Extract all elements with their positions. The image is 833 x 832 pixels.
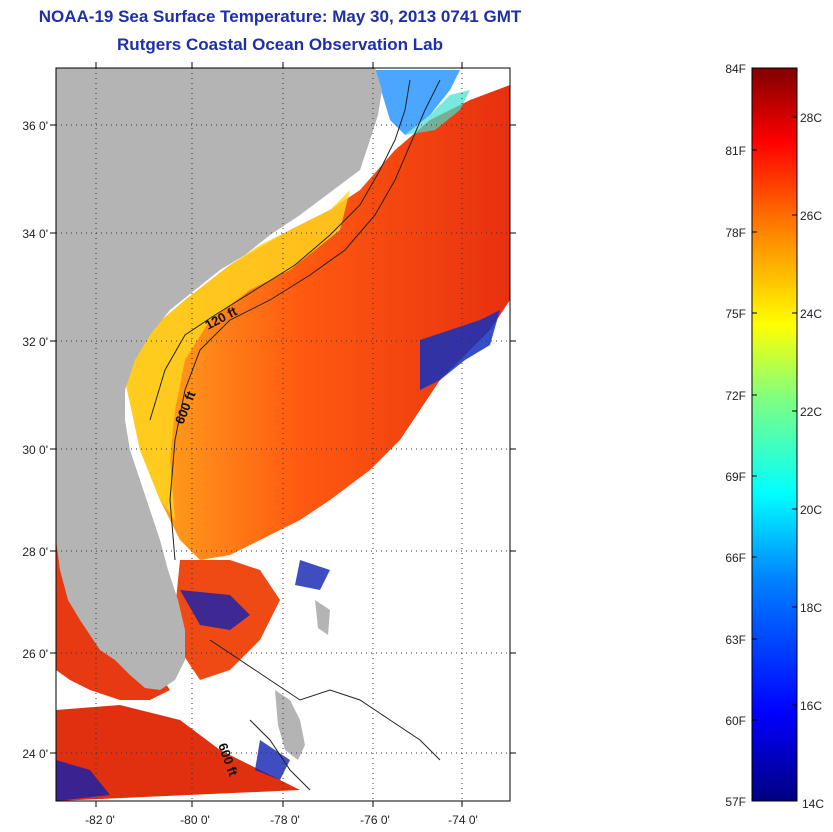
lon-label-82: -82 0' [85, 813, 115, 827]
lat-label-28: 28 0' [22, 545, 48, 559]
lat-label-24: 24 0' [22, 747, 48, 761]
land-mainland [56, 68, 382, 690]
lat-label-30: 30 0' [22, 443, 48, 457]
lon-label-80: -80 0' [180, 813, 210, 827]
lon-axis [95, 62, 463, 807]
colorbar-f-label: 63F [725, 633, 746, 647]
colorbar-c-label: 14C [802, 797, 824, 811]
lat-label-34: 34 0' [22, 227, 48, 241]
colorbar-c-label: 28C [800, 111, 822, 125]
lat-label-36: 36 0' [22, 119, 48, 133]
cold-patches [56, 560, 330, 801]
lon-label-78: -78 0' [270, 813, 300, 827]
colorbar-f-ticks [752, 149, 757, 721]
lon-label-74: -74 0' [448, 813, 478, 827]
warm-ocean-region [125, 85, 510, 560]
colorbar-f-label: 72F [725, 389, 746, 403]
colorbar-c-label: 16C [800, 699, 822, 713]
colorbar-c-label: 20C [800, 503, 822, 517]
contour-120ft [149, 79, 411, 421]
colorbar-c-label: 18C [800, 601, 822, 615]
colorbar-f-label: 60F [725, 714, 746, 728]
cool-water-north [375, 70, 460, 135]
map-panel [56, 68, 510, 801]
lat-lon-grid [56, 68, 510, 801]
colorbar-f-label: 84F [725, 62, 746, 76]
lat-label-32: 32 0' [22, 335, 48, 349]
map-subtitle: Rutgers Coastal Ocean Observation Lab [117, 35, 443, 54]
colorbar-f-label: 75F [725, 307, 746, 321]
colorbar-f-label: 69F [725, 470, 746, 484]
colorbar-f-label: 57F [725, 795, 746, 809]
colorbar-c-ticks [792, 116, 797, 706]
colorbar-f-label: 66F [725, 551, 746, 565]
colorbar-f-label: 81F [725, 144, 746, 158]
map-title: NOAA-19 Sea Surface Temperature: May 30,… [38, 7, 522, 26]
cool-water-east [420, 310, 500, 390]
contour-bahamas [209, 639, 441, 791]
cool-water-north-edge [405, 90, 470, 135]
lat-label-26: 26 0' [22, 647, 48, 661]
colorbar-c-label: 26C [800, 209, 822, 223]
nearshore-band [125, 190, 350, 520]
colorbar-f-label: 78F [725, 226, 746, 240]
southern-strait-warm [56, 705, 300, 801]
contour-600ft [169, 79, 441, 561]
land-bahamas [275, 600, 330, 760]
colorbar-c-label: 24C [800, 307, 822, 321]
colorbar-c-label: 22C [800, 405, 822, 419]
colorbar [751, 67, 798, 802]
lat-axis [50, 124, 516, 754]
lon-label-76: -76 0' [360, 813, 390, 827]
